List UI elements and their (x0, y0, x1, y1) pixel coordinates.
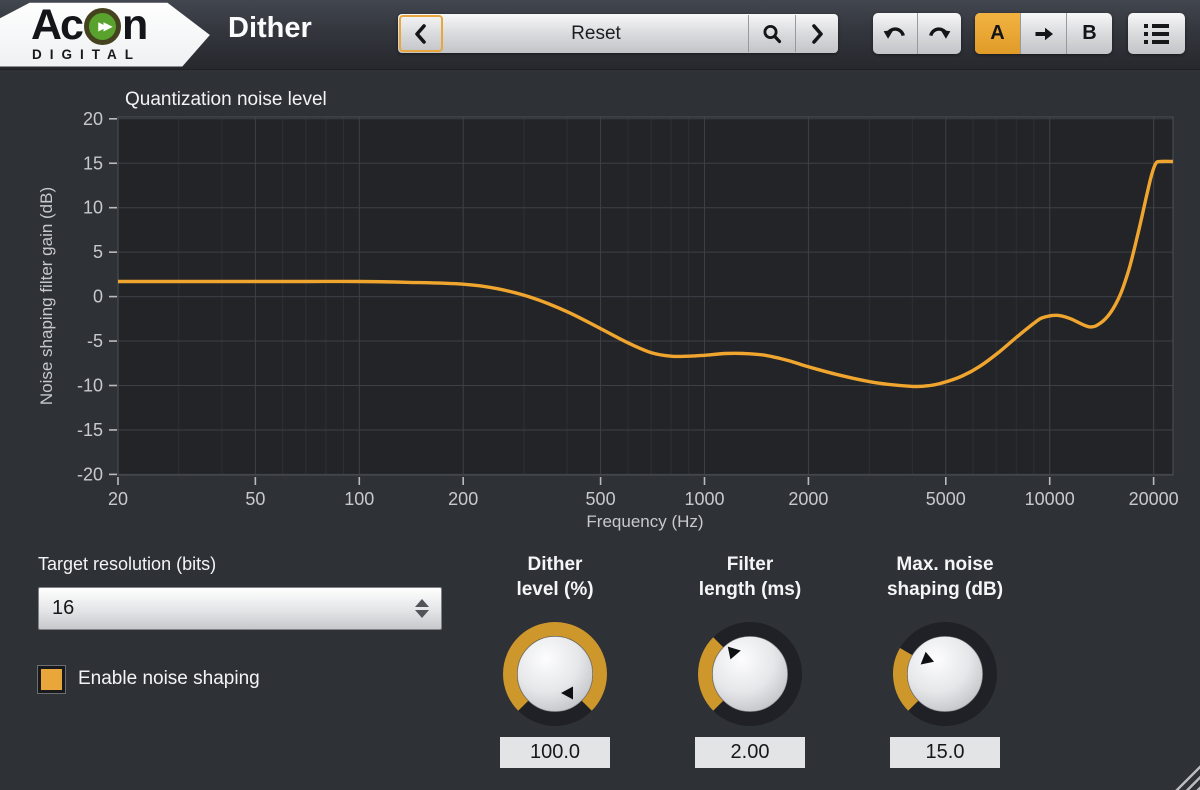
enable-noise-shaping-label: Enable noise shaping (78, 668, 260, 689)
target-resolution-label: Target resolution (bits) (38, 554, 217, 574)
filter-length-control: Filter length (ms) 2.00 (660, 552, 840, 772)
svg-text:-15: -15 (77, 420, 103, 440)
search-icon (763, 24, 782, 43)
list-menu-icon (1144, 23, 1169, 44)
svg-text:1000: 1000 (684, 489, 724, 509)
dither-level-knob[interactable] (497, 616, 613, 732)
dither-level-value[interactable]: 100.0 (500, 737, 610, 768)
spinner-down-icon (415, 610, 429, 618)
filter-length-value[interactable]: 2.00 (695, 737, 805, 768)
preset-name[interactable]: Reset (571, 22, 621, 44)
divider (916, 13, 918, 54)
svg-text:-20: -20 (77, 464, 103, 484)
plugin-title: Dither (228, 12, 312, 44)
menu-button[interactable] (1128, 13, 1185, 54)
arrow-right-icon (1035, 27, 1053, 40)
header-bar: Ac ▶▶ n DIGITAL Dither Reset (0, 0, 1200, 70)
svg-text:20: 20 (83, 109, 103, 129)
brand-pre: Ac (31, 1, 84, 49)
svg-text:10000: 10000 (1025, 489, 1075, 509)
knob-label: Max. noise shaping (dB) (886, 554, 1004, 600)
divider (748, 15, 749, 52)
divider (795, 15, 796, 52)
svg-text:0: 0 (93, 287, 103, 307)
undo-icon (883, 26, 905, 39)
brand-subtitle: DIGITAL (32, 47, 141, 62)
svg-text:100: 100 (344, 489, 374, 509)
knob-label: Dither level (%) (516, 554, 594, 600)
svg-text:-10: -10 (77, 376, 103, 396)
dither-level-control: Dither level (%) 100.0 (465, 552, 645, 772)
svg-text:5000: 5000 (926, 489, 966, 509)
resize-grip[interactable] (1173, 763, 1200, 790)
svg-text:15: 15 (83, 153, 103, 173)
preset-previous-button[interactable] (399, 15, 443, 52)
svg-text:20000: 20000 (1129, 489, 1179, 509)
x-axis-label: Frequency (Hz) (586, 512, 704, 531)
spinner-up-icon (415, 599, 429, 607)
divider (1020, 13, 1021, 54)
enable-noise-shaping-checkbox[interactable] (38, 666, 65, 693)
ab-compare-group: A B (975, 13, 1112, 54)
brand-post: n (121, 1, 148, 49)
max-noise-shaping-knob[interactable] (887, 616, 1003, 732)
filter-length-knob[interactable] (692, 616, 808, 732)
max-noise-shaping-value[interactable]: 15.0 (890, 737, 1000, 768)
svg-text:200: 200 (448, 489, 478, 509)
svg-text:50: 50 (245, 489, 265, 509)
divider (1066, 13, 1067, 54)
target-resolution-select[interactable]: 16 (38, 587, 442, 630)
max-noise-shaping-control: Max. noise shaping (dB) 15.0 (855, 552, 1035, 772)
noise-shaping-chart: 20 50 100 200 500 1000 2000 5000 10000 2000020151… (77, 109, 1179, 509)
svg-text:5: 5 (93, 242, 103, 262)
undo-button[interactable] (873, 13, 917, 54)
chart-title: Quantization noise level (125, 89, 327, 110)
undo-redo-group (873, 13, 961, 54)
target-resolution-value: 16 (52, 597, 75, 619)
ab-copy-button[interactable] (1021, 13, 1066, 54)
acon-digital-logo: Ac ▶▶ n DIGITAL (0, 1, 210, 67)
select-spinner[interactable] (415, 599, 441, 618)
redo-icon (929, 26, 951, 39)
svg-text:500: 500 (586, 489, 616, 509)
preset-bar: Reset (398, 14, 838, 53)
brand-text: Ac ▶▶ n (31, 1, 148, 49)
chevron-right-icon (812, 23, 823, 44)
ab-a-button[interactable]: A (975, 13, 1020, 54)
preset-next-button[interactable] (796, 14, 838, 53)
svg-text:2000: 2000 (788, 489, 828, 509)
ab-b-button[interactable]: B (1082, 22, 1097, 44)
play-icon: ▶▶ (83, 7, 121, 45)
svg-text:-5: -5 (87, 331, 103, 351)
svg-text:20: 20 (108, 489, 128, 509)
redo-button[interactable] (918, 13, 962, 54)
knob-label: Filter length (ms) (698, 554, 802, 600)
preset-search-button[interactable] (749, 14, 795, 53)
chevron-left-icon (415, 23, 426, 44)
svg-text:10: 10 (83, 198, 103, 218)
